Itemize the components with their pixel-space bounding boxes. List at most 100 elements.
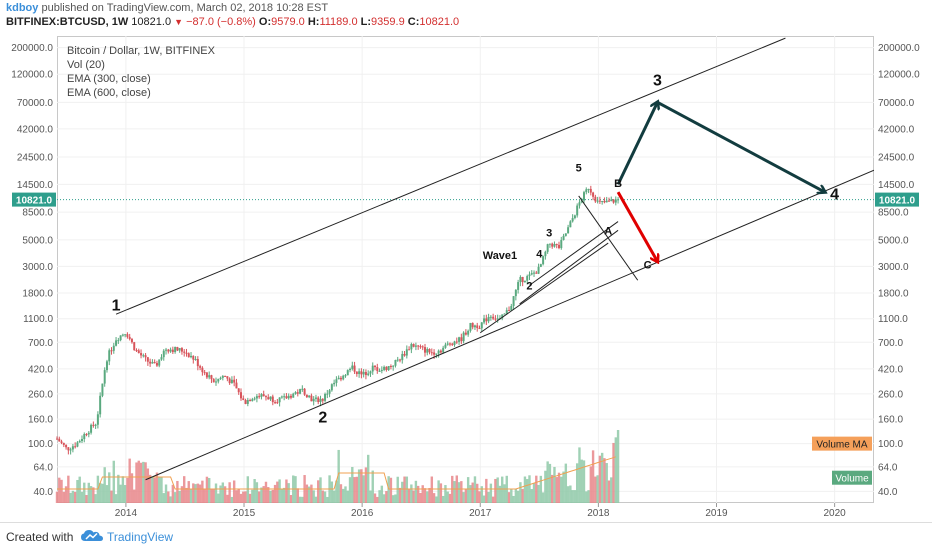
candle-body — [158, 359, 161, 366]
candle-body — [537, 266, 540, 274]
volume-bar — [519, 482, 522, 503]
volume-bar — [262, 486, 265, 503]
candle-body — [292, 393, 295, 398]
volume-bar — [553, 466, 556, 503]
volume-bar — [217, 493, 220, 503]
y-tick-label-right: 8500.0 — [878, 208, 909, 219]
candle-body — [155, 362, 158, 366]
candle-body — [76, 442, 79, 447]
volume-bar — [278, 479, 281, 503]
candle-body — [71, 446, 74, 450]
candle-body — [249, 400, 252, 402]
legend-ema600[interactable]: EMA (600, close) — [67, 87, 151, 99]
candle-body — [587, 188, 590, 190]
candle-body — [299, 389, 302, 394]
volume-bar — [210, 489, 213, 503]
volume-bar — [569, 485, 572, 503]
candle-body — [130, 339, 133, 343]
y-tick-label-left: 3000.0 — [22, 262, 53, 273]
tradingview-brand[interactable]: TradingView — [107, 530, 174, 544]
legend-ema300[interactable]: EMA (300, close) — [67, 73, 151, 85]
volume-bar — [364, 467, 368, 503]
candle-body — [203, 372, 206, 374]
volume-bar — [230, 496, 234, 503]
volume-bar — [310, 484, 313, 503]
volume-bar — [557, 472, 561, 503]
wave-label: C — [644, 259, 652, 271]
candle-body — [140, 353, 143, 356]
candle-body — [246, 400, 249, 404]
volume-bar — [312, 490, 315, 503]
wave-label: 2 — [526, 280, 532, 292]
candle-body — [305, 394, 308, 398]
volume-bar — [444, 485, 447, 503]
volume-bar — [578, 447, 581, 503]
candle-body — [437, 350, 440, 354]
candle-body — [74, 446, 77, 448]
volume-bar — [169, 496, 172, 503]
candle-body — [353, 365, 356, 372]
candle-body — [333, 382, 336, 385]
candle-body — [528, 274, 531, 277]
volume-bar — [376, 496, 379, 503]
y-tick-label-right: 1800.0 — [878, 289, 909, 300]
y-tick-label-left: 420.0 — [28, 364, 53, 375]
volume-bar — [360, 469, 363, 503]
candle-body — [180, 348, 183, 352]
volume-bar — [101, 483, 104, 503]
legend-vol[interactable]: Vol (20) — [67, 59, 105, 71]
volume-bar — [401, 481, 404, 503]
candle-body — [396, 359, 399, 361]
volume-bar — [507, 492, 511, 503]
volume-bar — [469, 485, 472, 503]
volume-bar — [575, 463, 579, 503]
volume-bar — [441, 495, 445, 503]
candle-body — [546, 244, 549, 252]
candle-body — [278, 397, 281, 403]
wave-label: 4 — [536, 248, 543, 260]
volume-bar — [421, 485, 424, 503]
volume-bar — [503, 484, 506, 503]
candle-body — [553, 244, 556, 247]
volume-bar — [478, 491, 481, 503]
volume-bar — [342, 488, 345, 503]
volume-bar — [403, 476, 406, 503]
candle-body — [308, 395, 311, 398]
candle-body — [564, 233, 567, 236]
x-tick-label: 2015 — [233, 508, 256, 519]
candle-body — [144, 355, 147, 358]
candle-body — [414, 345, 417, 347]
candle-body — [244, 400, 247, 404]
low-value: 9359.9 — [371, 16, 405, 28]
candle-body — [380, 369, 383, 371]
volume-bar — [430, 476, 434, 503]
footer: Created with TradingView — [0, 522, 932, 551]
open-label: O: — [258, 16, 272, 28]
volume-bar — [160, 477, 163, 503]
volume-bar — [535, 475, 538, 503]
candle-body — [169, 349, 172, 352]
candle-body — [394, 359, 397, 366]
volume-bar — [326, 496, 329, 503]
symbol-info: BITFINEX:BTCUSD, 1W 10821.0 ▼ −87.0 (−0.… — [6, 16, 459, 28]
volume-bar — [369, 490, 372, 503]
volume-bar — [60, 479, 63, 503]
volume-bar — [428, 487, 431, 503]
volume-bar — [532, 483, 536, 503]
volume-bar — [460, 481, 463, 503]
arrows — [616, 102, 825, 261]
volume-bar — [416, 485, 420, 503]
candle-body — [596, 200, 599, 202]
volume-bar — [130, 473, 134, 503]
candle-body — [303, 388, 306, 395]
up-arrow — [616, 102, 657, 185]
volume-bar — [435, 496, 438, 503]
author-name[interactable]: kdboy — [6, 2, 39, 14]
volume-bar — [462, 492, 465, 503]
candle-body — [110, 350, 113, 352]
created-with-text: Created with — [6, 530, 74, 544]
candle-body — [480, 322, 483, 329]
published-text: published on TradingView.com, March 02, … — [41, 2, 329, 14]
candle-body — [90, 424, 93, 433]
